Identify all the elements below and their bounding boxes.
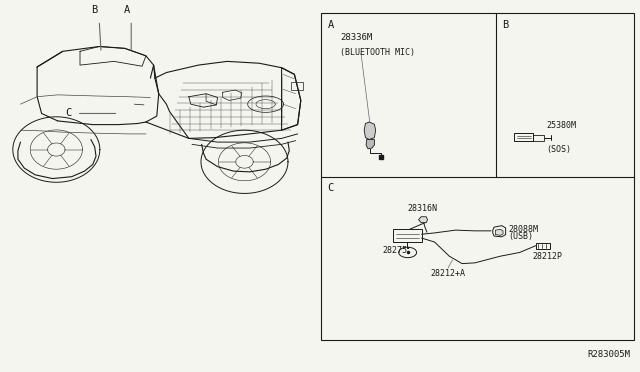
Text: 28212P: 28212P: [532, 253, 563, 262]
Text: A: A: [124, 5, 130, 15]
Text: 28212+A: 28212+A: [430, 269, 465, 278]
Polygon shape: [364, 122, 376, 140]
Polygon shape: [366, 140, 374, 149]
Text: (SOS): (SOS): [546, 145, 571, 154]
Text: 28336M: 28336M: [340, 33, 372, 42]
Polygon shape: [419, 217, 428, 223]
Bar: [291, 82, 303, 90]
Text: R283005M: R283005M: [588, 350, 630, 359]
Bar: [321, 13, 634, 340]
Bar: [536, 243, 550, 250]
Text: (USB): (USB): [508, 232, 533, 241]
Text: 28275: 28275: [382, 246, 407, 255]
Text: B: B: [502, 20, 509, 30]
Text: (BLUETOOTH MIC): (BLUETOOTH MIC): [340, 48, 415, 57]
Text: 28088M: 28088M: [508, 225, 538, 234]
Bar: [393, 229, 422, 242]
Text: C: C: [65, 109, 72, 118]
Text: A: A: [328, 20, 334, 30]
Bar: [514, 133, 533, 141]
Text: B: B: [92, 5, 98, 15]
Text: 28316N: 28316N: [408, 204, 438, 213]
Bar: [533, 135, 543, 141]
Text: 25380M: 25380M: [546, 121, 576, 130]
Polygon shape: [495, 230, 503, 235]
Text: C: C: [328, 183, 334, 193]
